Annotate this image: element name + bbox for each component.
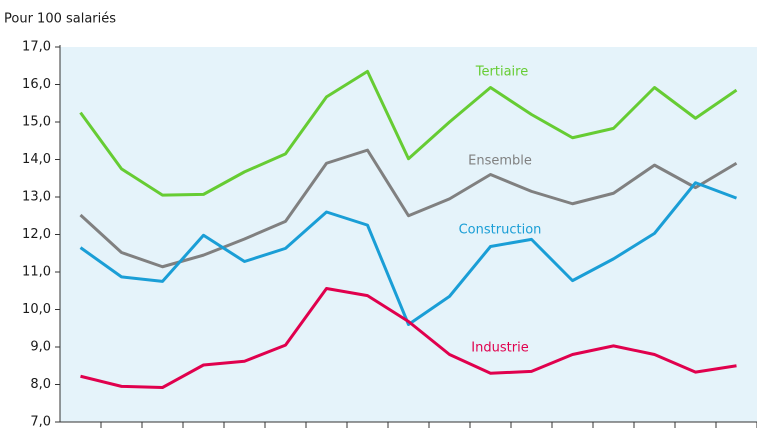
y-tick-label: 8,0: [30, 377, 51, 392]
series-line: [79, 148, 738, 269]
chart-subtitle: Pour 100 salariés: [4, 12, 116, 27]
plot-background: [60, 47, 757, 422]
series-label: Ensemble: [468, 154, 532, 169]
y-tick-label: 9,0: [30, 340, 51, 355]
series-label: Industrie: [471, 341, 528, 356]
series-line: [79, 181, 738, 326]
y-tick-label: 17,0: [22, 40, 51, 55]
y-tick-label: 14,0: [22, 152, 51, 167]
series-label: Tertiaire: [475, 65, 528, 80]
series-label: Construction: [459, 223, 542, 238]
series-line: [79, 69, 738, 197]
series-line: [80, 287, 737, 389]
y-tick-label: 10,0: [22, 302, 51, 317]
y-tick-label: 12,0: [22, 227, 51, 242]
y-tick-label: 7,0: [30, 415, 51, 430]
y-tick-label: 16,0: [22, 77, 51, 92]
y-tick-label: 15,0: [22, 115, 51, 130]
y-tick-label: 13,0: [22, 190, 51, 205]
y-tick-label: 11,0: [22, 265, 51, 280]
